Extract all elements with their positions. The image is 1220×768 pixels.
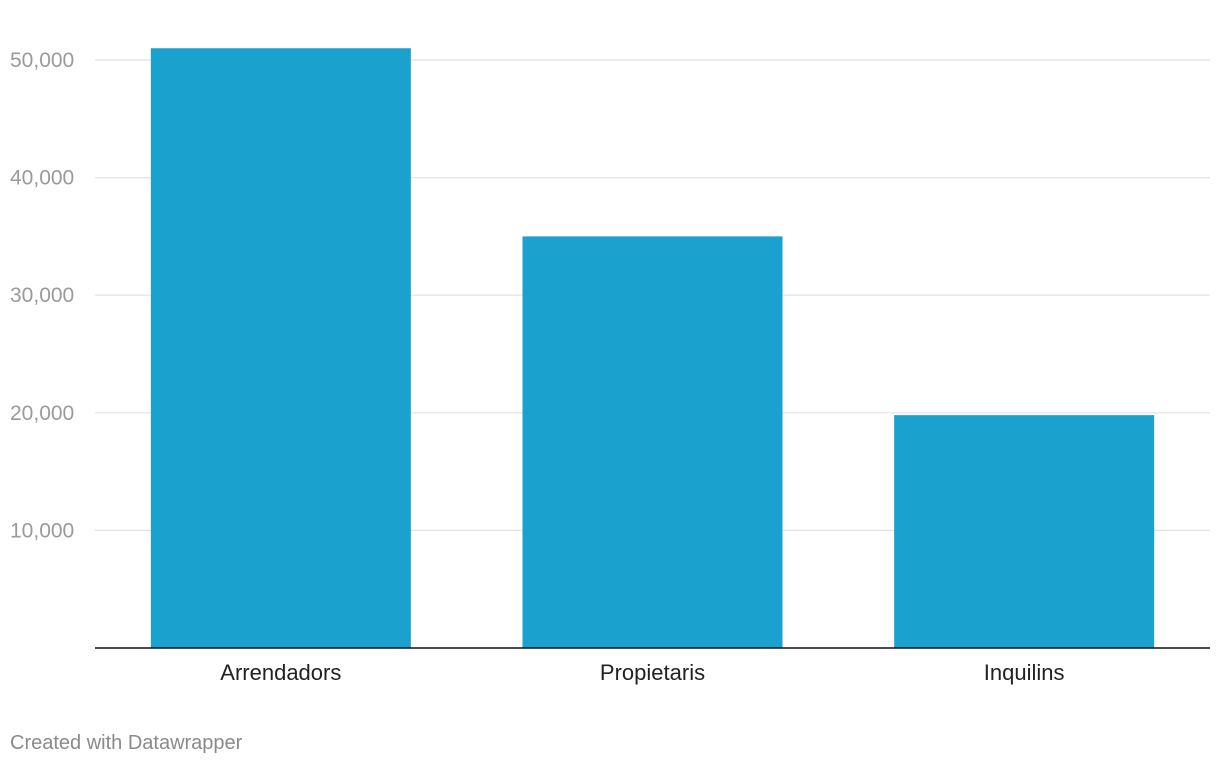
- y-tick-label: 10,000: [10, 519, 74, 542]
- bar-inquilins: [894, 415, 1155, 648]
- x-axis-tick-labels: Arrendadors Propietaris Inquilins: [220, 660, 1064, 685]
- x-tick-label: Inquilins: [984, 660, 1065, 685]
- y-tick-label: 40,000: [10, 167, 74, 190]
- bars: [150, 48, 1155, 649]
- bar-arrendadors: [150, 48, 411, 649]
- x-tick-label: Arrendadors: [220, 660, 341, 685]
- datawrapper-credit: Created with Datawrapper: [10, 732, 243, 754]
- y-tick-label: 20,000: [10, 402, 74, 425]
- x-tick-label: Propietaris: [600, 660, 705, 685]
- y-axis-tick-labels: 10,000 20,000 30,000 40,000 50,000: [10, 49, 74, 542]
- y-tick-label: 30,000: [10, 284, 74, 307]
- bar-propietaris: [522, 236, 783, 648]
- y-tick-label: 50,000: [10, 49, 74, 72]
